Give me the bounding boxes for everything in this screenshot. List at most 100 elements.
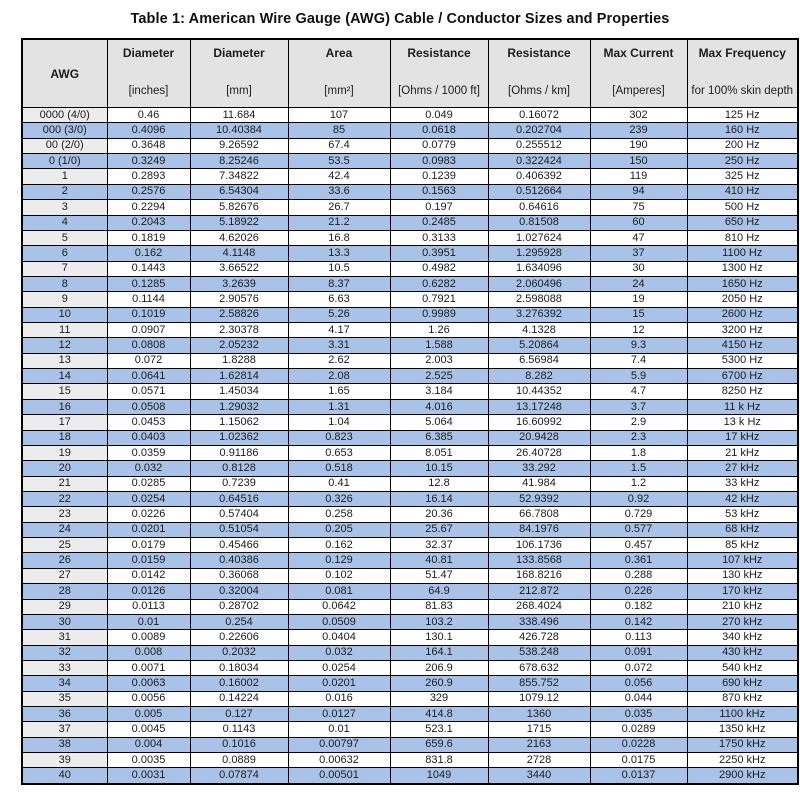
cell-awg: 31 — [21, 629, 108, 646]
cell-resistance-km: 52.9392 — [487, 490, 591, 508]
cell-diameter-mm: 0.64516 — [189, 490, 289, 508]
cell-diameter-mm: 0.40386 — [189, 552, 289, 569]
cell-area: 0.162 — [287, 537, 391, 554]
cell-area: 0.102 — [287, 567, 391, 585]
cell-awg: 25 — [21, 537, 108, 554]
cell-awg: 28 — [21, 583, 108, 600]
cell-diameter-inches: 0.2576 — [106, 183, 191, 201]
cell-diameter-mm: 0.127 — [189, 706, 289, 723]
cell-resistance-1000ft: 3.184 — [389, 383, 489, 400]
cell-diameter-inches: 0.004 — [106, 736, 191, 754]
cell-resistance-1000ft: 0.0779 — [389, 137, 489, 155]
cell-diameter-mm: 0.7239 — [189, 475, 289, 492]
table-row: 14 0.0641 1.62814 2.08 2.525 8.282 5.9 6… — [21, 368, 799, 385]
cell-resistance-1000ft: 0.3951 — [389, 245, 489, 262]
cell-resistance-km: 1.027624 — [487, 229, 591, 247]
cell-max-current: 0.035 — [589, 706, 688, 723]
cell-diameter-inches: 0.0089 — [106, 629, 191, 646]
table-row: 24 0.0201 0.51054 0.205 25.67 84.1976 0.… — [21, 521, 799, 539]
table-row: 11 0.0907 2.30378 4.17 1.26 4.1328 12 32… — [21, 322, 799, 339]
cell-max-frequency: 42 kHz — [686, 490, 799, 508]
cell-diameter-mm: 1.15062 — [189, 414, 289, 431]
table-row: 17 0.0453 1.15062 1.04 5.064 16.60992 2.… — [21, 414, 799, 431]
cell-diameter-inches: 0.2893 — [106, 168, 191, 185]
cell-diameter-mm: 1.29032 — [189, 398, 289, 416]
cell-max-current: 0.577 — [589, 521, 688, 539]
cell-resistance-km: 0.81508 — [487, 214, 591, 231]
cell-awg: 34 — [21, 675, 108, 692]
cell-area: 0.41 — [287, 475, 391, 492]
page-title: Table 1: American Wire Gauge (AWG) Cable… — [130, 11, 670, 27]
cell-resistance-1000ft: 51.47 — [389, 567, 489, 585]
cell-resistance-km: 3.276392 — [487, 306, 591, 324]
cell-area: 0.00501 — [287, 767, 391, 785]
cell-diameter-inches: 0.0453 — [106, 414, 191, 431]
table-row: 19 0.0359 0.91186 0.653 8.051 26.40728 1… — [21, 444, 799, 462]
cell-area: 4.17 — [287, 322, 391, 339]
cell-resistance-km: 133.8568 — [487, 552, 591, 569]
cell-diameter-inches: 0.0254 — [106, 490, 191, 508]
cell-max-current: 3.7 — [589, 398, 688, 416]
cell-max-frequency: 17 kHz — [686, 429, 799, 446]
table-row: 37 0.0045 0.1143 0.01 523.1 1715 0.0289 … — [21, 721, 799, 738]
col-header-awg-label: AWG — [50, 66, 80, 81]
table-row: 28 0.0126 0.32004 0.081 64.9 212.872 0.2… — [21, 583, 799, 600]
cell-area: 0.032 — [287, 644, 391, 661]
cell-awg: 11 — [21, 322, 108, 339]
cell-max-frequency: 540 kHz — [686, 659, 799, 677]
cell-max-current: 47 — [589, 229, 688, 247]
cell-diameter-mm: 2.58826 — [189, 306, 289, 324]
cell-area: 8.37 — [287, 275, 391, 293]
cell-max-frequency: 107 kHz — [686, 552, 799, 569]
cell-diameter-mm: 0.36068 — [189, 567, 289, 585]
cell-max-current: 30 — [589, 260, 688, 277]
table-row: 0 (1/0) 0.3249 8.25246 53.5 0.0983 0.322… — [21, 153, 799, 170]
cell-max-frequency: 690 kHz — [686, 675, 799, 692]
cell-diameter-mm: 0.28702 — [189, 598, 289, 615]
cell-awg: 26 — [21, 552, 108, 569]
cell-resistance-km: 2.060496 — [487, 275, 591, 293]
cell-resistance-1000ft: 329 — [389, 690, 489, 708]
cell-max-frequency: 1650 Hz — [686, 275, 799, 293]
cell-area: 5.26 — [287, 306, 391, 324]
table-row: 38 0.004 0.1016 0.00797 659.6 2163 0.022… — [21, 736, 799, 754]
cell-max-frequency: 210 kHz — [686, 598, 799, 615]
cell-diameter-mm: 5.82676 — [189, 199, 289, 216]
cell-max-frequency: 1100 kHz — [686, 706, 799, 723]
cell-diameter-mm: 4.62026 — [189, 229, 289, 247]
table-row: 20 0.032 0.8128 0.518 10.15 33.292 1.5 2… — [21, 460, 799, 477]
cell-resistance-km: 6.56984 — [487, 352, 591, 370]
table-row: 32 0.008 0.2032 0.032 164.1 538.248 0.09… — [21, 644, 799, 661]
table-row: 00 (2/0) 0.3648 9.26592 67.4 0.0779 0.25… — [21, 137, 799, 155]
cell-diameter-mm: 4.1148 — [189, 245, 289, 262]
cell-awg: 27 — [21, 567, 108, 585]
cell-awg: 000 (3/0) — [21, 122, 108, 139]
cell-area: 0.518 — [287, 460, 391, 477]
cell-max-current: 75 — [589, 199, 688, 216]
cell-awg: 23 — [21, 506, 108, 523]
cell-diameter-mm: 3.2639 — [189, 275, 289, 293]
col-header-area-unit: [mm²] — [324, 84, 354, 97]
cell-resistance-1000ft: 1.26 — [389, 322, 489, 339]
cell-diameter-inches: 0.0571 — [106, 383, 191, 400]
cell-area: 0.823 — [287, 429, 391, 446]
cell-awg: 12 — [21, 337, 108, 354]
cell-diameter-inches: 0.1019 — [106, 306, 191, 324]
cell-diameter-inches: 0.162 — [106, 245, 191, 262]
cell-max-frequency: 325 Hz — [686, 168, 799, 185]
cell-awg: 21 — [21, 475, 108, 492]
cell-area: 1.31 — [287, 398, 391, 416]
cell-max-current: 2.3 — [589, 429, 688, 446]
cell-max-frequency: 6700 Hz — [686, 368, 799, 385]
cell-resistance-1000ft: 25.67 — [389, 521, 489, 539]
cell-diameter-inches: 0.0359 — [106, 444, 191, 462]
col-header-max-current-label: Max Current — [603, 46, 674, 60]
table-row: 5 0.1819 4.62026 16.8 0.3133 1.027624 47… — [21, 229, 799, 247]
cell-max-frequency: 170 kHz — [686, 583, 799, 600]
cell-max-current: 9.3 — [589, 337, 688, 354]
cell-awg: 9 — [21, 291, 108, 308]
cell-max-current: 0.0175 — [589, 752, 688, 769]
cell-resistance-1000ft: 4.016 — [389, 398, 489, 416]
cell-resistance-km: 1715 — [487, 721, 591, 738]
cell-diameter-mm: 0.0889 — [189, 752, 289, 769]
